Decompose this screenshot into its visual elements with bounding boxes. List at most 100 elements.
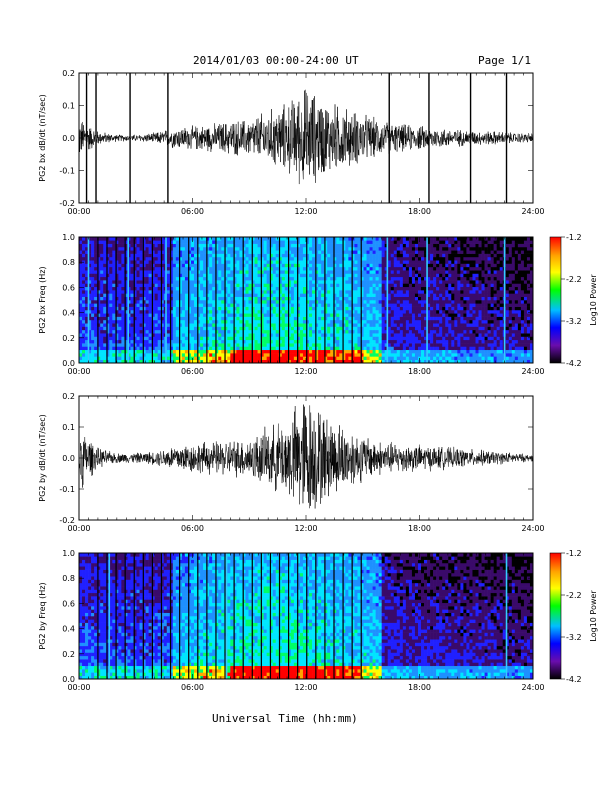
heat-cell: [378, 296, 382, 301]
heat-cell: [387, 300, 392, 304]
heat-cell: [221, 336, 225, 341]
heat-cell: [178, 353, 183, 357]
heat-cell: [351, 270, 355, 274]
heat-cell: [106, 316, 110, 321]
heat-cell: [451, 266, 455, 271]
heat-cell: [363, 243, 367, 248]
heat-cell: [197, 313, 201, 317]
heat-cell: [345, 313, 349, 317]
heat-cell: [384, 240, 389, 244]
heat-cell: [157, 353, 162, 357]
heat-cell: [351, 246, 355, 251]
heat-cell: [181, 313, 186, 317]
heat-cell: [363, 303, 367, 307]
heat-cell: [100, 343, 104, 347]
heat-cell: [460, 313, 464, 317]
heat-cell: [184, 356, 189, 360]
heat-cell: [393, 296, 398, 301]
heat-cell: [284, 263, 289, 268]
heat-cell: [424, 309, 428, 314]
heat-cell: [284, 333, 289, 337]
heat-cell: [142, 293, 146, 297]
heat-cell: [233, 256, 237, 261]
heat-cell: [148, 276, 152, 281]
heat-cell: [184, 323, 189, 327]
heat-cell: [200, 300, 204, 304]
heat-cell: [145, 349, 149, 354]
heat-cell: [169, 273, 174, 278]
heat-cell: [248, 306, 252, 311]
heat-cell: [254, 309, 258, 314]
heat-cell: [221, 240, 225, 244]
heat-cell: [296, 283, 301, 288]
heat-cell: [157, 333, 162, 337]
heat-cell: [372, 333, 376, 337]
heat-cell: [248, 343, 252, 347]
heat-cell: [357, 346, 361, 351]
heat-cell: [151, 309, 155, 314]
heat-cell: [248, 326, 252, 331]
heat-cell: [154, 356, 158, 360]
heat-cell: [97, 316, 101, 321]
heat-cell: [263, 353, 267, 357]
heat-cell: [269, 290, 274, 294]
heat-cell: [396, 339, 401, 344]
heat-cell: [290, 333, 295, 337]
heat-cell: [290, 339, 295, 344]
heat-cell: [393, 313, 398, 317]
heat-cell: [242, 346, 246, 351]
heat-cell: [451, 356, 455, 360]
heat-cell: [239, 319, 243, 324]
heat-cell: [248, 290, 252, 294]
heat-cell: [106, 333, 110, 337]
x-tick-label: 18:00: [408, 207, 431, 216]
heat-cell: [230, 333, 234, 337]
heat-cell: [148, 346, 152, 351]
heat-cell: [215, 336, 219, 341]
heat-cell: [396, 280, 401, 284]
heat-cell: [112, 326, 116, 331]
heat-cell: [336, 356, 340, 360]
heat-cell: [272, 273, 277, 278]
heat-cell: [287, 286, 292, 291]
heat-cell: [293, 240, 298, 244]
heat-cell: [106, 290, 110, 294]
heat-cell: [184, 286, 189, 291]
heat-cell: [175, 283, 180, 288]
heat-cell: [184, 266, 189, 271]
heat-cell: [296, 250, 301, 254]
heat-cell: [248, 250, 252, 254]
heat-cell: [85, 283, 89, 288]
heat-cell: [281, 237, 286, 241]
heat-cell: [184, 273, 189, 278]
heat-cell: [209, 243, 213, 248]
heat-cell: [460, 286, 464, 291]
heat-cell: [390, 309, 395, 314]
heat-cell: [299, 263, 304, 268]
heat-cell: [390, 256, 395, 261]
heat-cell: [236, 290, 240, 294]
heat-cell: [242, 306, 246, 311]
heat-cell: [263, 263, 267, 268]
heat-cell: [91, 333, 95, 337]
heat-cell: [312, 243, 316, 248]
heat-cell: [130, 326, 134, 331]
heat-cell: [266, 260, 270, 264]
heat-cell: [103, 333, 107, 337]
heat-cell: [378, 293, 382, 297]
heat-cell: [266, 296, 270, 301]
heat-cell: [417, 280, 422, 284]
heat-cell: [269, 286, 274, 291]
heat-cell: [393, 243, 398, 248]
heat-cell: [269, 349, 274, 354]
heat-cell: [200, 353, 204, 357]
heat-cell: [324, 266, 328, 271]
heat-cell: [218, 296, 222, 301]
heat-cell: [91, 319, 95, 324]
heat-cell: [103, 240, 107, 244]
heat-cell: [112, 319, 116, 324]
heat-cell: [184, 303, 189, 307]
heat-cell: [384, 246, 389, 251]
heat-cell: [121, 253, 125, 258]
heat-cell: [315, 329, 319, 334]
